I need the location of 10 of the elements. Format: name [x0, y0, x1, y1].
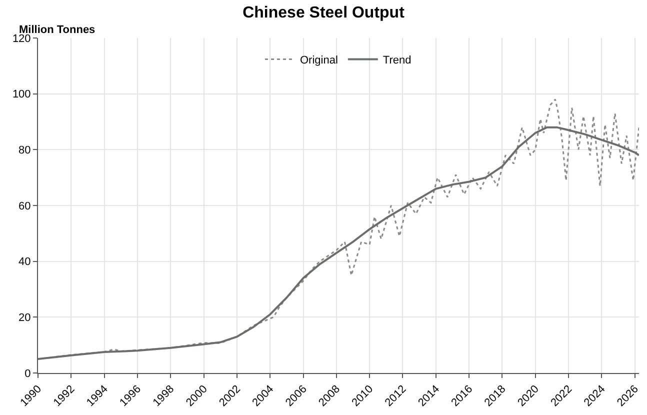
y-tick-label: 40	[18, 256, 31, 268]
y-tick-label: 0	[24, 368, 31, 380]
y-tick-label: 100	[12, 88, 31, 101]
legend-label: Trend	[382, 54, 412, 66]
y-tick-label: 80	[18, 144, 31, 157]
chart-title: Chinese Steel Output	[242, 4, 406, 22]
legend-label: Original	[300, 54, 338, 66]
y-tick-label: 120	[12, 32, 31, 45]
y-tick-label: 60	[18, 200, 31, 212]
y-tick-label: 20	[18, 312, 31, 324]
